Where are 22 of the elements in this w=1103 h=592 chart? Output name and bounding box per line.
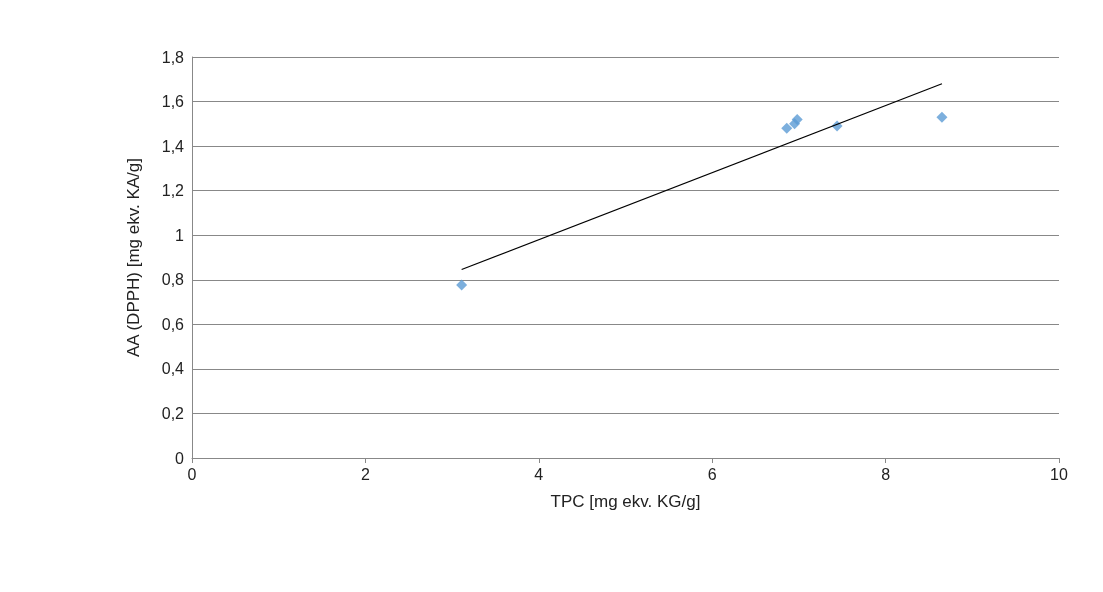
x-tick-label: 10 (1050, 465, 1068, 483)
x-axis-title: TPC [mg ekv. KG/g] (550, 492, 701, 511)
y-axis-title: AA (DPPH) [mg ekv. KA/g] (124, 157, 143, 358)
y-tick-label: 1,6 (161, 93, 185, 111)
y-tick-label: 0 (175, 449, 185, 467)
y-tick-label: 0,4 (161, 360, 185, 378)
point (791, 113, 803, 125)
y-tick-label: 0,6 (161, 315, 185, 333)
point (936, 111, 948, 123)
x-tick-label: 8 (881, 465, 891, 483)
y-tick-label: 0,2 (161, 404, 185, 422)
y-tick-label: 1,2 (161, 182, 185, 200)
x-tick-label: 2 (360, 465, 370, 483)
y-tick-label: 1,8 (161, 48, 185, 66)
x-tick-label: 4 (534, 465, 544, 483)
y-tick-label: 1,4 (161, 137, 185, 155)
x-tick-label: 0 (187, 465, 197, 483)
y-tick-label: 1 (175, 226, 185, 244)
point (781, 122, 793, 134)
point (456, 279, 468, 291)
y-tick-label: 0,8 (161, 271, 185, 289)
x-tick-label: 6 (707, 465, 717, 483)
